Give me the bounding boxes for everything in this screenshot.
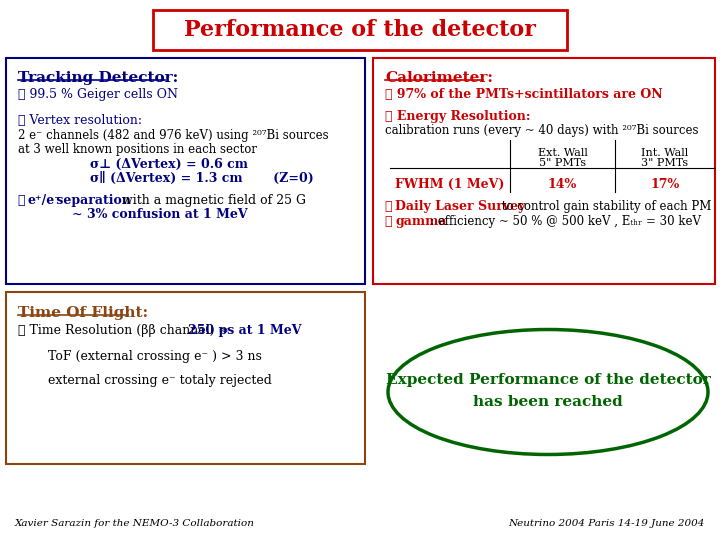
Text: FWHM (1 MeV): FWHM (1 MeV) (395, 178, 505, 191)
Text: Calorimeter:: Calorimeter: (385, 71, 493, 85)
Text: ➤: ➤ (385, 200, 397, 213)
Text: with a magnetic field of 25 G: with a magnetic field of 25 G (118, 194, 306, 207)
Text: ➤ 99.5 % Geiger cells ON: ➤ 99.5 % Geiger cells ON (18, 88, 178, 101)
Text: 3" PMTs: 3" PMTs (642, 158, 688, 168)
FancyBboxPatch shape (6, 292, 365, 464)
Text: has been reached: has been reached (473, 395, 623, 409)
Text: ➤ Vertex resolution:: ➤ Vertex resolution: (18, 114, 142, 127)
Text: Tracking Detector:: Tracking Detector: (18, 71, 179, 85)
Text: to control gain stability of each PM: to control gain stability of each PM (498, 200, 711, 213)
Text: ~ 3% confusion at 1 MeV: ~ 3% confusion at 1 MeV (72, 208, 248, 221)
Text: ➤: ➤ (18, 194, 30, 207)
Text: Daily Laser Survey: Daily Laser Survey (395, 200, 526, 213)
Text: Ext. Wall: Ext. Wall (538, 148, 588, 158)
Text: 14%: 14% (548, 178, 577, 191)
Text: Neutrino 2004 Paris 14-19 June 2004: Neutrino 2004 Paris 14-19 June 2004 (508, 519, 705, 528)
Text: ➤ 97% of the PMTs+scintillators are ON: ➤ 97% of the PMTs+scintillators are ON (385, 88, 662, 101)
Text: ➤: ➤ (385, 215, 397, 228)
FancyBboxPatch shape (373, 58, 715, 284)
Text: ➤ Time Resolution (ββ channel) ≈: ➤ Time Resolution (ββ channel) ≈ (18, 324, 233, 337)
Text: ➤ Energy Resolution:: ➤ Energy Resolution: (385, 110, 531, 123)
Text: 250 ps at 1 MeV: 250 ps at 1 MeV (188, 324, 302, 337)
Text: 2 e⁻ channels (482 and 976 keV) using ²⁰⁷Bi sources: 2 e⁻ channels (482 and 976 keV) using ²⁰… (18, 129, 328, 142)
Text: e⁺/e⁻: e⁺/e⁻ (28, 194, 62, 207)
FancyBboxPatch shape (153, 10, 567, 50)
Text: σ⊥ (ΔVertex) = 0.6 cm: σ⊥ (ΔVertex) = 0.6 cm (90, 158, 248, 171)
Text: calibration runs (every ~ 40 days) with ²⁰⁷Bi sources: calibration runs (every ~ 40 days) with … (385, 124, 698, 137)
Text: at 3 well known positions in each sector: at 3 well known positions in each sector (18, 143, 257, 156)
Text: 17%: 17% (650, 178, 680, 191)
Text: σ∥ (ΔVertex) = 1.3 cm       (Z=0): σ∥ (ΔVertex) = 1.3 cm (Z=0) (90, 172, 314, 185)
Ellipse shape (388, 329, 708, 455)
Text: gamma: gamma (395, 215, 446, 228)
Text: : efficiency ~ 50 % @ 500 keV , Eₜₕᵣ = 30 keV: : efficiency ~ 50 % @ 500 keV , Eₜₕᵣ = 3… (430, 215, 701, 228)
Text: separation: separation (52, 194, 131, 207)
Text: Xavier Sarazin for the NEMO-3 Collaboration: Xavier Sarazin for the NEMO-3 Collaborat… (15, 519, 255, 528)
FancyBboxPatch shape (6, 58, 365, 284)
Text: external crossing e⁻ totaly rejected: external crossing e⁻ totaly rejected (48, 374, 272, 387)
Text: Performance of the detector: Performance of the detector (184, 19, 536, 41)
Text: Time Of Flight:: Time Of Flight: (18, 306, 148, 320)
Text: ToF (external crossing e⁻ ) > 3 ns: ToF (external crossing e⁻ ) > 3 ns (48, 350, 262, 363)
Text: Expected Performance of the detector: Expected Performance of the detector (386, 373, 711, 387)
Text: Int. Wall: Int. Wall (642, 148, 688, 158)
Text: 5" PMTs: 5" PMTs (539, 158, 586, 168)
